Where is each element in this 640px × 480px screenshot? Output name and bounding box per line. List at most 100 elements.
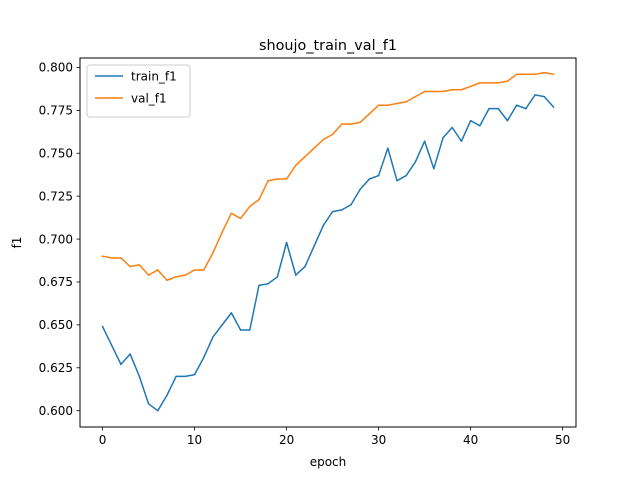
data-point-train_f1 <box>488 107 490 110</box>
data-point-train_f1 <box>405 174 407 177</box>
data-point-val_f1 <box>304 155 306 158</box>
data-point-train_f1 <box>525 107 527 110</box>
data-point-val_f1 <box>322 138 325 141</box>
y-tick-label: 0.675 <box>39 275 73 289</box>
data-point-val_f1 <box>552 73 555 76</box>
data-point-train_f1 <box>129 353 131 355</box>
data-point-val_f1 <box>285 178 288 180</box>
data-point-train_f1 <box>230 312 233 314</box>
data-point-val_f1 <box>157 269 159 271</box>
data-point-train_f1 <box>138 375 141 378</box>
data-point-val_f1 <box>350 123 352 125</box>
data-point-train_f1 <box>396 179 398 182</box>
chart-title: shoujo_train_val_f1 <box>259 38 397 54</box>
data-point-train_f1 <box>442 137 444 139</box>
y-axis-label: f1 <box>10 237 24 249</box>
data-point-val_f1 <box>203 269 205 271</box>
data-point-val_f1 <box>120 257 122 259</box>
data-point-val_f1 <box>377 104 380 106</box>
x-tick-label: 50 <box>555 433 570 447</box>
data-point-val_f1 <box>212 252 214 254</box>
data-point-train_f1 <box>506 119 509 122</box>
data-point-val_f1 <box>184 274 187 276</box>
data-point-val_f1 <box>111 257 113 259</box>
data-point-train_f1 <box>331 210 334 213</box>
data-point-train_f1 <box>285 241 288 244</box>
data-point-val_f1 <box>368 113 371 115</box>
data-point-train_f1 <box>433 167 435 170</box>
data-point-val_f1 <box>488 82 490 84</box>
data-point-val_f1 <box>359 121 361 124</box>
y-tick-label: 0.600 <box>39 404 73 418</box>
data-point-train_f1 <box>469 119 472 122</box>
legend-box <box>86 64 191 118</box>
data-point-train_f1 <box>543 95 545 98</box>
data-point-val_f1 <box>101 255 104 257</box>
y-axis: 0.600 0.625 0.650 0.675 0.700 0.725 0.750 0.775… <box>39 61 80 418</box>
data-point-train_f1 <box>221 324 223 326</box>
data-point-train_f1 <box>479 125 481 127</box>
y-tick-label: 0.625 <box>39 361 73 375</box>
data-point-train_f1 <box>203 356 205 359</box>
data-point-val_f1 <box>341 123 343 125</box>
legend-label-val_f1: val_f1 <box>131 91 167 105</box>
data-point-train_f1 <box>304 265 306 268</box>
data-point-train_f1 <box>451 126 453 129</box>
data-point-train_f1 <box>184 375 187 378</box>
data-point-val_f1 <box>433 90 435 93</box>
x-tick-label: 0 <box>99 433 107 447</box>
data-point-train_f1 <box>423 140 426 142</box>
data-point-train_f1 <box>175 375 177 378</box>
data-point-train_f1 <box>258 284 260 287</box>
series-line-train_f1 <box>101 94 555 412</box>
legend: train_f1 val_f1 <box>86 64 191 118</box>
data-point-train_f1 <box>552 106 555 108</box>
data-point-val_f1 <box>267 179 269 182</box>
data-point-val_f1 <box>193 269 196 271</box>
plot-area-frame <box>79 57 577 428</box>
y-tick-label: 0.725 <box>39 189 73 203</box>
data-point-train_f1 <box>515 104 518 106</box>
data-point-train_f1 <box>276 276 279 278</box>
data-point-train_f1 <box>377 174 380 177</box>
y-tick-label: 0.800 <box>39 61 73 75</box>
data-point-val_f1 <box>469 85 472 88</box>
data-point-val_f1 <box>405 101 407 103</box>
data-point-val_f1 <box>387 104 389 106</box>
data-point-val_f1 <box>221 231 223 233</box>
data-point-train_f1 <box>322 224 325 227</box>
data-point-val_f1 <box>276 178 279 180</box>
data-point-val_f1 <box>175 276 177 278</box>
data-point-train_f1 <box>120 363 122 366</box>
data-point-val_f1 <box>129 265 131 268</box>
data-point-val_f1 <box>239 217 242 220</box>
data-point-val_f1 <box>506 80 509 82</box>
data-point-val_f1 <box>249 205 251 208</box>
data-point-val_f1 <box>497 82 499 84</box>
data-point-val_f1 <box>534 73 536 76</box>
y-tick-label: 0.775 <box>39 104 73 118</box>
data-point-val_f1 <box>295 164 297 167</box>
data-point-train_f1 <box>359 188 361 191</box>
data-point-val_f1 <box>138 264 141 266</box>
data-point-train_f1 <box>534 94 536 96</box>
data-point-val_f1 <box>479 82 481 84</box>
y-tick-label: 0.650 <box>39 318 73 332</box>
data-point-train_f1 <box>497 107 499 110</box>
data-point-val_f1 <box>230 212 233 215</box>
x-tick-label: 10 <box>187 433 202 447</box>
data-point-train_f1 <box>147 403 150 405</box>
x-axis: 0 10 20 30 40 50 <box>99 427 570 447</box>
data-point-val_f1 <box>442 90 444 93</box>
series-line-val_f1 <box>101 71 555 282</box>
data-point-train_f1 <box>157 409 159 412</box>
data-point-val_f1 <box>451 89 453 91</box>
data-point-train_f1 <box>212 336 214 338</box>
data-point-train_f1 <box>313 245 315 247</box>
data-point-train_f1 <box>111 344 113 347</box>
data-point-train_f1 <box>460 140 463 142</box>
series-layer <box>101 71 555 412</box>
data-point-train_f1 <box>166 394 168 396</box>
data-point-train_f1 <box>341 209 343 211</box>
